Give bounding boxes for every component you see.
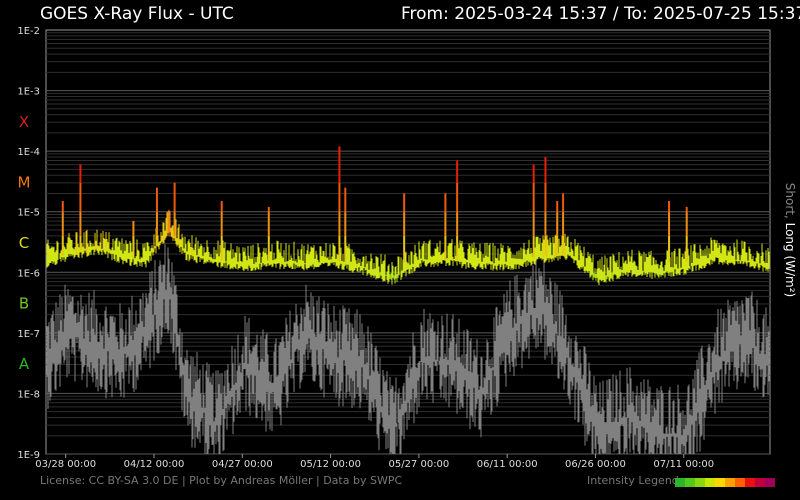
long-channel-line [167, 209, 171, 237]
x-tick-label: 03/28 00:00 [35, 459, 96, 470]
y-axis: 1E-9 1E-8 1E-7 1E-6 1E-5 1E-4 1E-3 1E-2 [17, 26, 40, 461]
y-tick-label: 1E-7 [17, 329, 40, 340]
x-axis: 03/28 00:00 04/12 00:00 04/27 00:00 05/12 0… [35, 454, 714, 470]
flare-class-m: M [18, 173, 31, 191]
y-label-short: Short, [783, 183, 797, 223]
legend-swatch [685, 478, 695, 487]
y-tick-label: 1E-8 [17, 389, 40, 400]
flare-class-b: B [19, 295, 29, 313]
y-axis-label: Short, Long (W/m²) [783, 183, 797, 297]
legend-swatch [695, 478, 705, 487]
x-tick-label: 07/11 00:00 [653, 459, 714, 470]
legend-swatch [705, 478, 715, 487]
y-tick-label: 1E-2 [17, 26, 40, 37]
flare-classes: X M C B A [18, 113, 31, 373]
legend-swatch [755, 478, 765, 487]
y-tick-label: 1E-4 [17, 147, 40, 158]
license-footer: License: CC BY-SA 3.0 DE | Plot by Andre… [40, 474, 403, 487]
x-tick-label: 04/27 00:00 [212, 459, 273, 470]
legend-swatch [675, 478, 685, 487]
y-tick-label: 1E-9 [17, 450, 40, 461]
short-channel-line [46, 243, 770, 454]
flare-class-c: C [19, 234, 29, 252]
x-tick-label: 06/26 00:00 [565, 459, 626, 470]
intensity-legend [675, 478, 775, 487]
x-tick-label: 04/12 00:00 [124, 459, 185, 470]
flare-class-x: X [19, 113, 29, 131]
y-label-long: Long (W/m²) [783, 223, 797, 298]
legend-swatch [745, 478, 755, 487]
y-tick-label: 1E-3 [17, 87, 40, 98]
short-series [46, 243, 770, 454]
x-tick-label: 05/12 00:00 [300, 459, 361, 470]
chart-title: GOES X-Ray Flux - UTC [40, 4, 234, 24]
legend-swatch [725, 478, 735, 487]
legend-swatch [735, 478, 745, 487]
xray-flux-chart: 1E-9 1E-8 1E-7 1E-6 1E-5 1E-4 1E-3 1E-2 03/28 0… [17, 26, 797, 470]
legend-swatch [765, 478, 775, 487]
long-channel-line [379, 272, 613, 283]
y-tick-label: 1E-5 [17, 208, 40, 219]
legend-swatch [715, 478, 725, 487]
x-tick-label: 05/27 00:00 [388, 459, 449, 470]
time-range: From: 2025-03-24 15:37 / To: 2025-07-25 … [401, 4, 800, 24]
y-tick-label: 1E-6 [17, 268, 40, 279]
intensity-legend-label: Intensity Legend [587, 474, 679, 487]
long-channel-line [241, 261, 768, 286]
flare-class-a: A [19, 355, 30, 373]
long-series [46, 146, 770, 286]
long-channel-line [46, 236, 770, 283]
x-tick-label: 06/11 00:00 [477, 459, 538, 470]
